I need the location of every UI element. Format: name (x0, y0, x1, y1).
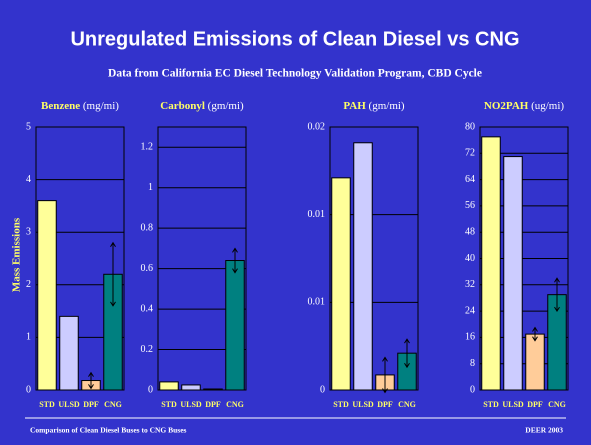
bar (37, 200, 57, 391)
y-tick-label: 0 (470, 384, 475, 395)
bar (225, 260, 245, 391)
error-bar (110, 241, 116, 307)
y-tick-label: 2 (26, 279, 31, 290)
x-tick-label: DPF (527, 400, 543, 409)
chart-title-name: Carbonyl (160, 100, 205, 112)
chart-title-unit: (mg/mi) (83, 100, 119, 112)
y-tick-label: 32 (465, 279, 475, 290)
x-tick-label: ULSD (502, 400, 524, 409)
y-tick-label: 56 (465, 200, 475, 211)
slide-subtitle: Data from California EC Diesel Technolog… (108, 68, 482, 80)
y-tick-label: 1 (148, 182, 153, 193)
error-bar (232, 247, 238, 274)
x-tick-label: CNG (548, 400, 566, 409)
y-tick-label: 4 (26, 174, 31, 185)
error-arrow (88, 384, 94, 390)
chart-title-name: PAH (343, 100, 366, 112)
error-bar (88, 371, 94, 390)
y-tick-label: 0.8 (141, 222, 154, 233)
y-tick-label: 0.2 (141, 344, 154, 355)
x-tick-label: ULSD (180, 400, 202, 409)
bar (181, 384, 201, 391)
error-arrow (382, 356, 388, 362)
error-arrow (110, 301, 116, 307)
chart-title-unit: (ug/mi) (531, 100, 564, 112)
error-arrow (88, 371, 94, 377)
y-tick-label: 5 (26, 121, 31, 132)
y-tick-label: 64 (465, 174, 475, 185)
error-arrow (554, 277, 560, 283)
x-tick-label: DPF (83, 400, 99, 409)
bar (481, 136, 501, 391)
y-tick-label: 0.01 (308, 297, 326, 308)
bar (331, 177, 351, 391)
chart-title-unit: (gm/mi) (369, 100, 405, 112)
footer-right: DEER 2003 (525, 426, 563, 435)
y-tick-label: 16 (465, 332, 475, 343)
y-tick-label: 0 (320, 384, 325, 395)
error-arrow (382, 388, 388, 394)
error-bar (554, 277, 560, 313)
x-tick-label: DPF (205, 400, 221, 409)
chart-title-unit: (gm/mi) (208, 100, 244, 112)
y-tick-label: 3 (26, 226, 31, 237)
chart-title-name: Benzene (41, 100, 80, 112)
error-arrow (232, 247, 238, 253)
error-bar (382, 356, 388, 394)
y-tick-label: 8 (470, 358, 475, 369)
y-tick-label: 0.4 (141, 303, 154, 314)
x-tick-label: STD (483, 400, 499, 409)
chart-title: PAH (gm/mi) (343, 100, 405, 112)
x-tick-label: ULSD (352, 400, 374, 409)
slide-title: Unregulated Emissions of Clean Diesel vs… (70, 28, 519, 50)
bar (159, 381, 179, 391)
bar (203, 388, 223, 391)
y-tick-label: 48 (465, 226, 475, 237)
y-tick-label: 0 (148, 384, 153, 395)
bar (59, 315, 79, 391)
error-bar (404, 338, 410, 369)
error-arrow (532, 326, 538, 332)
chart-title-name: NO2PAH (484, 100, 529, 112)
error-arrow (554, 306, 560, 313)
chart-title: Carbonyl (gm/mi) (160, 100, 244, 112)
x-tick-label: DPF (377, 400, 393, 409)
y-axis-label: Mass Emissions (11, 217, 23, 292)
y-tick-label: 40 (465, 253, 475, 264)
y-tick-label: 24 (465, 305, 475, 316)
x-tick-label: STD (161, 400, 177, 409)
footer-left: Comparison of Clean Diesel Buses to CNG … (30, 426, 187, 435)
y-tick-label: 0.6 (141, 263, 154, 274)
x-tick-label: STD (39, 400, 55, 409)
error-bar (532, 326, 538, 342)
chart-title: NO2PAH (ug/mi) (484, 100, 564, 112)
x-tick-label: CNG (398, 400, 416, 409)
y-tick-label: 0 (26, 384, 31, 395)
y-tick-label: 0.02 (308, 121, 326, 132)
y-tick-label: 80 (465, 121, 475, 132)
x-tick-label: CNG (104, 400, 122, 409)
x-tick-label: ULSD (58, 400, 80, 409)
error-arrow (404, 338, 410, 344)
error-arrow (110, 241, 116, 247)
chart-title: Benzene (mg/mi) (41, 100, 119, 112)
x-tick-label: STD (333, 400, 349, 409)
bar (503, 156, 523, 391)
x-tick-label: CNG (226, 400, 244, 409)
y-tick-label: 0.01 (308, 209, 326, 220)
error-arrow (232, 268, 238, 274)
bar (525, 333, 545, 391)
error-arrow (532, 336, 538, 342)
y-tick-label: 1 (26, 332, 31, 343)
y-tick-label: 1.2 (141, 142, 154, 153)
bar (353, 142, 373, 391)
y-tick-label: 72 (465, 148, 475, 159)
error-arrow (404, 362, 410, 369)
